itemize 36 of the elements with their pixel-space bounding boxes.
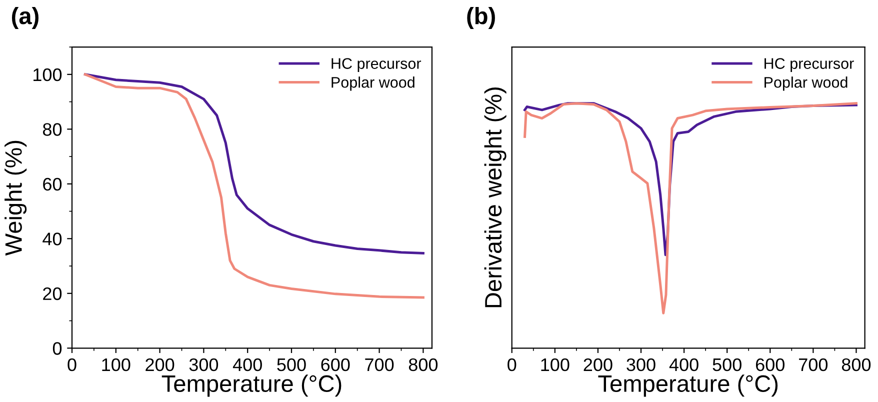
- legend-label: Poplar wood: [332, 76, 414, 91]
- x-tick-label: 600: [756, 358, 784, 372]
- x-tick-label: 700: [799, 358, 828, 372]
- legend-label: Poplar wood: [764, 76, 848, 91]
- x-tick-label: 200: [584, 358, 612, 372]
- x-tick-label: 400: [669, 358, 698, 372]
- y-axis-title: Weight (%): [4, 140, 27, 256]
- legend-label: HC precursor: [332, 58, 422, 72]
- x-tick-label: 500: [277, 358, 306, 372]
- y-tick-label: 80: [42, 123, 62, 136]
- x-tick-label: 500: [712, 358, 742, 372]
- y-tick-label: 100: [34, 68, 62, 82]
- x-tick-label: 400: [232, 358, 262, 372]
- chart-title: (a): [12, 6, 38, 29]
- y-tick-label: 60: [43, 178, 62, 191]
- x-tick-label: 300: [626, 358, 656, 372]
- x-tick-label: 800: [842, 358, 871, 372]
- line-series: [84, 73, 424, 254]
- y-axis-title: Derivative weight (%): [484, 88, 506, 308]
- x-tick-label: 100: [541, 358, 570, 372]
- x-tick-label: 100: [102, 358, 130, 372]
- y-tick-label: 20: [43, 287, 62, 300]
- x-tick-label: 800: [408, 358, 438, 372]
- x-tick-label: 200: [146, 358, 174, 372]
- line-series: [84, 73, 424, 299]
- x-axis-title: Temperature (°C): [162, 374, 342, 397]
- y-tick-label: 40: [42, 232, 62, 246]
- x-tick-label: 0: [508, 358, 516, 372]
- x-tick-label: 300: [189, 358, 218, 372]
- chart-title: (b): [467, 6, 495, 29]
- x-axis-title: Temperature (°C): [598, 374, 778, 397]
- x-tick-label: 600: [321, 358, 350, 372]
- y-tick-label: 0: [52, 342, 62, 355]
- x-tick-label: 0: [68, 358, 76, 372]
- legend-label: HC precursor: [764, 58, 854, 72]
- x-tick-label: 700: [365, 358, 394, 372]
